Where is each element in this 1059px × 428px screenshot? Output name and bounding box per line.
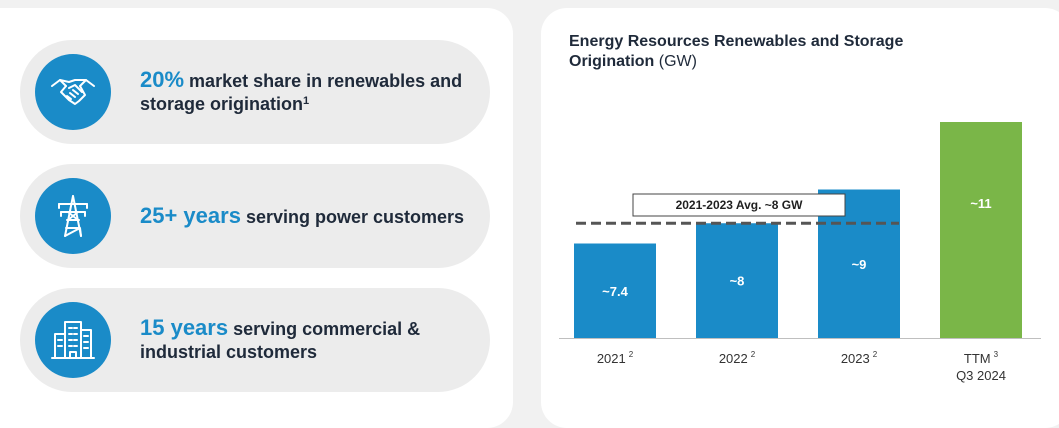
bar-value-label: ~8 [730,274,745,289]
x-tick-label: 2023 2 [841,350,878,366]
stat-highlight: 25+ years [140,202,241,228]
average-label: 2021-2023 Avg. ~8 GW [676,198,804,212]
x-tick-label: 2021 2 [597,350,634,366]
x-tick-label-line2: Q3 2024 [956,368,1006,383]
x-tick-label: TTM 3 [964,350,999,366]
chart-title: Energy Resources Renewables and Storage … [569,32,989,72]
stat-description: serving commercial & industrial customer… [140,319,421,362]
stat-market-share: 20% market share in renewables and stora… [20,40,490,144]
stat-text: 15 years serving commercial & industrial… [140,288,470,392]
chart-title-main: Energy Resources Renewables and Storage … [569,33,904,70]
bar-2022 [696,223,778,338]
power-tower-icon [35,178,111,254]
x-tick-label: 2022 2 [719,350,756,366]
handshake-icon [35,54,111,130]
bar-2021 [574,243,656,338]
stat-description: market share in renewables and storage o… [140,71,463,114]
stat-years-commercial: 15 years serving commercial & industrial… [20,288,490,392]
stat-text: 20% market share in renewables and stora… [140,40,470,144]
stat-description: serving power customers [240,206,465,227]
stat-highlight: 20% [140,67,185,92]
footnote-marker: 1 [303,95,310,107]
bar-chart: ~7.4 2021 2 ~8 2022 2 ~9 2023 2 ~11 TTM 3 Q3 2024 202… [559,122,1041,383]
bar-ttm [940,122,1022,338]
bar-value-label: ~7.4 [602,284,628,299]
buildings-icon [35,302,111,378]
chart-title-unit: (GW) [658,53,697,70]
bar-value-label: ~11 [970,196,991,211]
stat-highlight: 15 years [140,315,229,340]
stat-text: 25+ years serving power customers [140,164,470,268]
average-label-box [632,193,846,217]
stat-years-power: 25+ years serving power customers [20,164,490,268]
bar-value-label: ~9 [852,257,867,272]
